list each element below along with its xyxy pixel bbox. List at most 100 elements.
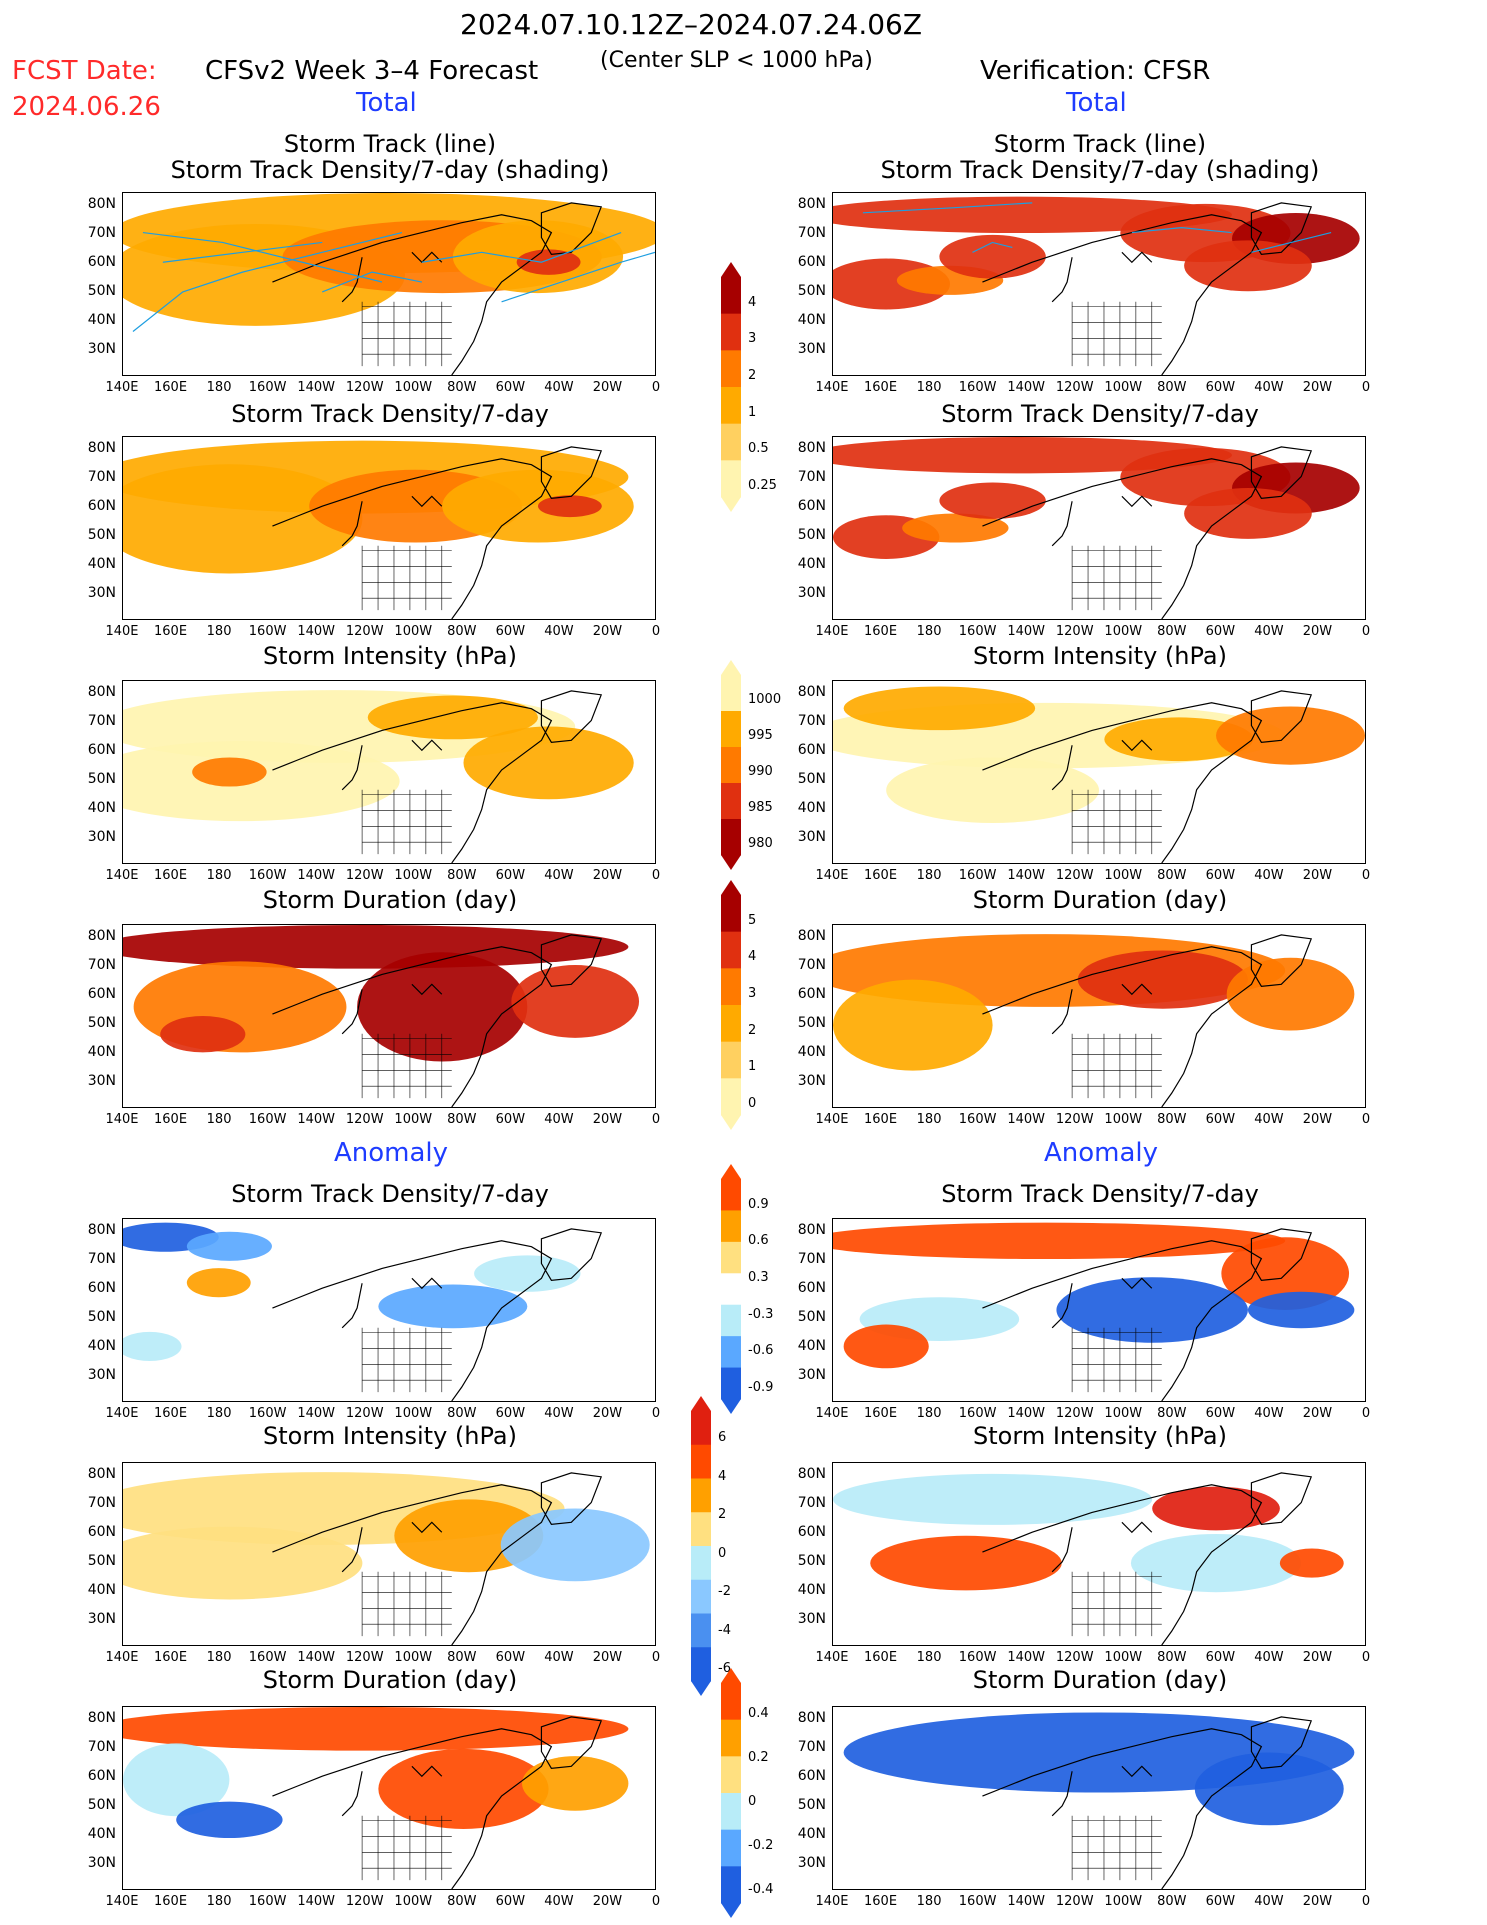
model-title: CFSv2 Week 3–4 Forecast xyxy=(205,56,539,86)
lon-tick-label: 20W xyxy=(1302,380,1333,395)
map-panel xyxy=(832,680,1366,864)
lat-tick-label: 70N xyxy=(87,1739,116,1755)
lon-tick-label: 140W xyxy=(297,868,336,883)
storm-track-line xyxy=(421,232,622,263)
shaded-region xyxy=(902,513,1009,543)
lon-tick-label: 160W xyxy=(958,1406,997,1421)
shaded-region xyxy=(843,686,1036,731)
shaded-region xyxy=(186,1268,251,1298)
map-shading xyxy=(123,690,634,863)
lat-tick-label: 60N xyxy=(797,1280,826,1296)
colorbar-segment xyxy=(721,747,741,784)
shaded-region xyxy=(1216,706,1365,765)
lon-tick-label: 180 xyxy=(206,380,232,395)
colorbar-cap xyxy=(691,1396,711,1411)
lat-tick-label: 70N xyxy=(797,1495,826,1511)
lon-tick-label: 140W xyxy=(1007,1650,1046,1665)
map-shading xyxy=(833,934,1355,1107)
lon-tick-label: 60W xyxy=(495,1650,526,1665)
map-shading xyxy=(123,440,634,619)
shaded-region xyxy=(123,741,400,822)
map-shading xyxy=(833,1222,1355,1401)
colorbar-cap xyxy=(721,1903,741,1918)
lon-tick-label: 180 xyxy=(206,868,232,883)
lat-tick-label: 80N xyxy=(87,440,116,456)
lat-tick-label: 30N xyxy=(797,1073,826,1089)
lon-tick-label: 180 xyxy=(206,1894,232,1909)
map-panel xyxy=(122,436,656,620)
coastline xyxy=(272,446,603,619)
lon-tick-label: 100W xyxy=(1104,380,1143,395)
lon-tick-label: 180 xyxy=(206,624,232,639)
panel-subtitle-track-left: Storm Track Density/7-day (shading) xyxy=(170,156,610,184)
lon-tick-label: 100W xyxy=(1104,1112,1143,1127)
colorbar-label: 5 xyxy=(748,912,757,928)
colorbar-label: 0.6 xyxy=(748,1233,769,1249)
lat-tick-label: 70N xyxy=(87,713,116,729)
lat-tick-label: 70N xyxy=(87,469,116,485)
lon-tick-label: 140W xyxy=(297,624,336,639)
coastline xyxy=(982,690,1313,863)
panel-title-duration-anom-right: Storm Duration (day) xyxy=(972,1666,1228,1694)
colorbar-duration xyxy=(721,880,741,1130)
shaded-region xyxy=(500,1508,650,1582)
storm-track-line xyxy=(1251,231,1332,253)
shaded-region xyxy=(939,482,1046,519)
map-panel xyxy=(122,1706,656,1890)
lon-tick-label: 20W xyxy=(592,1894,623,1909)
lat-tick-label: 80N xyxy=(87,1222,116,1238)
lon-tick-label: 100W xyxy=(394,624,433,639)
lon-tick-label: 40W xyxy=(1254,1894,1284,1909)
lon-tick-label: 160E xyxy=(864,1406,898,1421)
lon-tick-label: 160E xyxy=(154,868,188,883)
lon-tick-label: 120W xyxy=(1055,1650,1094,1665)
colorbar-label: 2 xyxy=(748,368,757,383)
lat-tick-label: 80N xyxy=(797,196,826,212)
colorbar-segment xyxy=(721,1719,741,1757)
coastline xyxy=(272,1472,603,1645)
colorbar-label: -4 xyxy=(718,1622,731,1638)
colorbar-label: 4 xyxy=(748,949,757,965)
shaded-region xyxy=(123,1743,230,1817)
colorbar-segment xyxy=(721,675,741,712)
lon-tick-label: 140E xyxy=(105,624,139,639)
lon-tick-label: 140E xyxy=(105,1894,139,1909)
verification-label: Verification: CFSR xyxy=(980,56,1211,86)
lon-tick-label: 140W xyxy=(297,1112,336,1127)
colorbar-segment xyxy=(721,1210,741,1243)
panel-title-density-left: Storm Track Density/7-day xyxy=(231,400,549,428)
panel-title-track-right: Storm Track (line) xyxy=(993,130,1207,158)
lon-tick-label: 40W xyxy=(1254,380,1284,395)
lat-tick-label: 80N xyxy=(797,440,826,456)
lat-tick-label: 80N xyxy=(87,1710,116,1726)
lon-tick-label: 20W xyxy=(592,624,623,639)
lon-tick-label: 60W xyxy=(495,1894,526,1909)
lat-tick-label: 40N xyxy=(87,1826,116,1842)
lon-tick-label: 120W xyxy=(1055,868,1094,883)
lon-tick-label: 100W xyxy=(1104,1406,1143,1421)
lon-tick-label: 100W xyxy=(1104,1894,1143,1909)
lat-tick-label: 60N xyxy=(797,742,826,758)
colorbar-segment xyxy=(721,1005,741,1043)
lon-tick-label: 100W xyxy=(1104,1650,1143,1665)
lon-tick-label: 100W xyxy=(1104,624,1143,639)
lon-tick-label: 60W xyxy=(1205,1112,1236,1127)
lat-tick-label: 70N xyxy=(797,1739,826,1755)
lat-tick-label: 50N xyxy=(797,283,826,299)
colorbar-label: -2 xyxy=(718,1584,731,1600)
colorbar-label: -0.9 xyxy=(748,1380,774,1395)
lat-tick-label: 70N xyxy=(87,1251,116,1267)
colorbar-segment xyxy=(721,423,741,461)
lon-tick-label: 140W xyxy=(1007,624,1046,639)
lon-tick-label: 80W xyxy=(447,1894,477,1909)
lat-tick-label: 50N xyxy=(797,1309,826,1325)
lon-tick-label: 140W xyxy=(297,1406,336,1421)
lon-tick-label: 20W xyxy=(1302,1650,1333,1665)
colorbar-label: 985 xyxy=(748,800,773,816)
shaded-region xyxy=(186,1231,272,1261)
lat-tick-label: 80N xyxy=(797,928,826,944)
colorbar-label: 1 xyxy=(748,1059,757,1075)
lon-tick-label: 160W xyxy=(958,1650,997,1665)
lon-tick-label: 40W xyxy=(544,1406,574,1421)
fcst-date-label: FCST Date: xyxy=(12,56,157,86)
